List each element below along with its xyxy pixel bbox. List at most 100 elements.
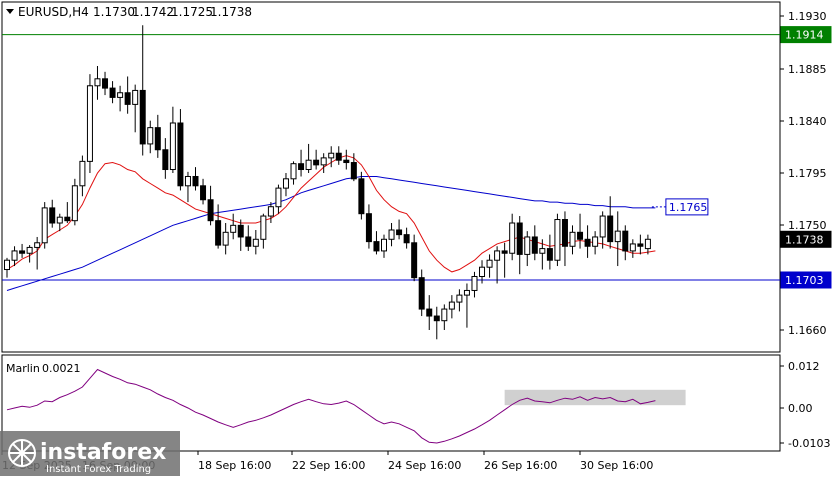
- candle: [373, 231, 380, 255]
- logo-tagline: Instant Forex Trading: [46, 464, 151, 475]
- candle: [147, 120, 154, 154]
- candle: [637, 234, 644, 255]
- candle-body: [41, 207, 48, 244]
- candle: [350, 153, 357, 182]
- candle-body: [365, 213, 372, 243]
- candle: [554, 213, 561, 267]
- candle: [267, 202, 274, 224]
- candle-body: [448, 301, 455, 310]
- main-price-layer: 1.1765: [2, 25, 780, 340]
- candle-body: [592, 236, 599, 247]
- candle: [335, 146, 342, 165]
- candle: [365, 204, 372, 249]
- ma-slow-label-text: 1.1765: [669, 201, 708, 214]
- candle: [11, 246, 18, 267]
- candle-body: [418, 277, 425, 310]
- candle: [245, 225, 252, 251]
- candle: [64, 202, 71, 224]
- candle: [275, 184, 282, 214]
- candle: [388, 223, 395, 247]
- candle-body: [237, 224, 244, 238]
- candle-body: [267, 206, 274, 217]
- indicator-tick-label: 0.012: [788, 360, 820, 373]
- candle-body: [577, 231, 584, 240]
- candle-body: [260, 215, 267, 240]
- candle-body: [539, 248, 546, 254]
- collapse-arrow-icon[interactable]: [6, 9, 14, 14]
- candle-body: [629, 243, 636, 252]
- candle: [192, 167, 199, 191]
- current-price-label-box: [780, 230, 832, 248]
- candle: [546, 234, 553, 270]
- candle-body: [200, 185, 207, 201]
- candle-body: [373, 241, 380, 252]
- indicator-header: Marlin 0.0021: [6, 362, 81, 375]
- candle-body: [147, 127, 154, 145]
- candle-body: [614, 230, 621, 243]
- candle: [94, 66, 101, 100]
- time-tick-label: 18 Sep 16:00: [198, 459, 271, 472]
- candle-body: [644, 238, 651, 250]
- candle-body: [622, 230, 629, 252]
- candle: [441, 304, 448, 330]
- candle: [328, 146, 335, 168]
- candle: [313, 149, 320, 170]
- candle: [524, 231, 531, 267]
- candle: [184, 171, 191, 203]
- candle: [79, 155, 86, 197]
- candle: [230, 213, 237, 240]
- ohlc-open: 1.1730: [93, 5, 135, 19]
- candle-body: [516, 222, 523, 255]
- candle-body: [426, 308, 433, 317]
- candle-body: [350, 162, 357, 180]
- candle: [463, 283, 470, 328]
- candle-body: [184, 175, 191, 187]
- candle-body: [11, 250, 18, 261]
- time-tick-label: 30 Sep 16:00: [580, 459, 653, 472]
- candle: [109, 81, 116, 104]
- candle: [305, 143, 312, 173]
- candle: [486, 254, 493, 278]
- price-tick-label: 1.1885: [788, 63, 827, 76]
- candle: [396, 219, 403, 240]
- candle: [561, 211, 568, 267]
- candle-body: [479, 266, 486, 278]
- candle-body: [215, 220, 222, 246]
- candle-body: [486, 259, 493, 268]
- candle: [343, 149, 350, 170]
- candle: [509, 213, 516, 261]
- time-tick-label: 22 Sep 16:00: [292, 459, 365, 472]
- resistance-price-label: 1.1914: [785, 29, 824, 42]
- candle-body: [298, 163, 305, 171]
- candle: [607, 196, 614, 249]
- candle: [237, 219, 244, 251]
- candle: [516, 216, 523, 275]
- candle-body: [230, 224, 237, 233]
- ohlc-close: 1.1738: [210, 5, 252, 19]
- candle: [426, 295, 433, 330]
- candle-body: [441, 308, 448, 322]
- indicator-layer: [6, 368, 686, 444]
- resistance-price-label-box: [780, 26, 832, 44]
- candle: [124, 76, 131, 114]
- time-tick-label: 26 Sep 16:00: [484, 459, 557, 472]
- candle: [41, 202, 48, 249]
- candle-body: [26, 246, 33, 254]
- candle-body: [411, 242, 418, 279]
- ohlc-low: 1.1725: [171, 5, 213, 19]
- candle: [117, 85, 124, 112]
- candle: [479, 260, 486, 284]
- candle-body: [79, 160, 86, 187]
- candle: [260, 213, 267, 249]
- candle-body: [335, 152, 342, 161]
- candle-body: [396, 229, 403, 236]
- main-plot-frame: [1, 1, 781, 353]
- candle-body: [49, 207, 56, 224]
- candle-body: [328, 152, 335, 159]
- candle-body: [245, 236, 252, 247]
- candle: [282, 173, 289, 197]
- indicator-name: Marlin: [6, 362, 40, 375]
- ohlc-high: 1.1742: [132, 5, 174, 19]
- candle-body: [433, 315, 440, 322]
